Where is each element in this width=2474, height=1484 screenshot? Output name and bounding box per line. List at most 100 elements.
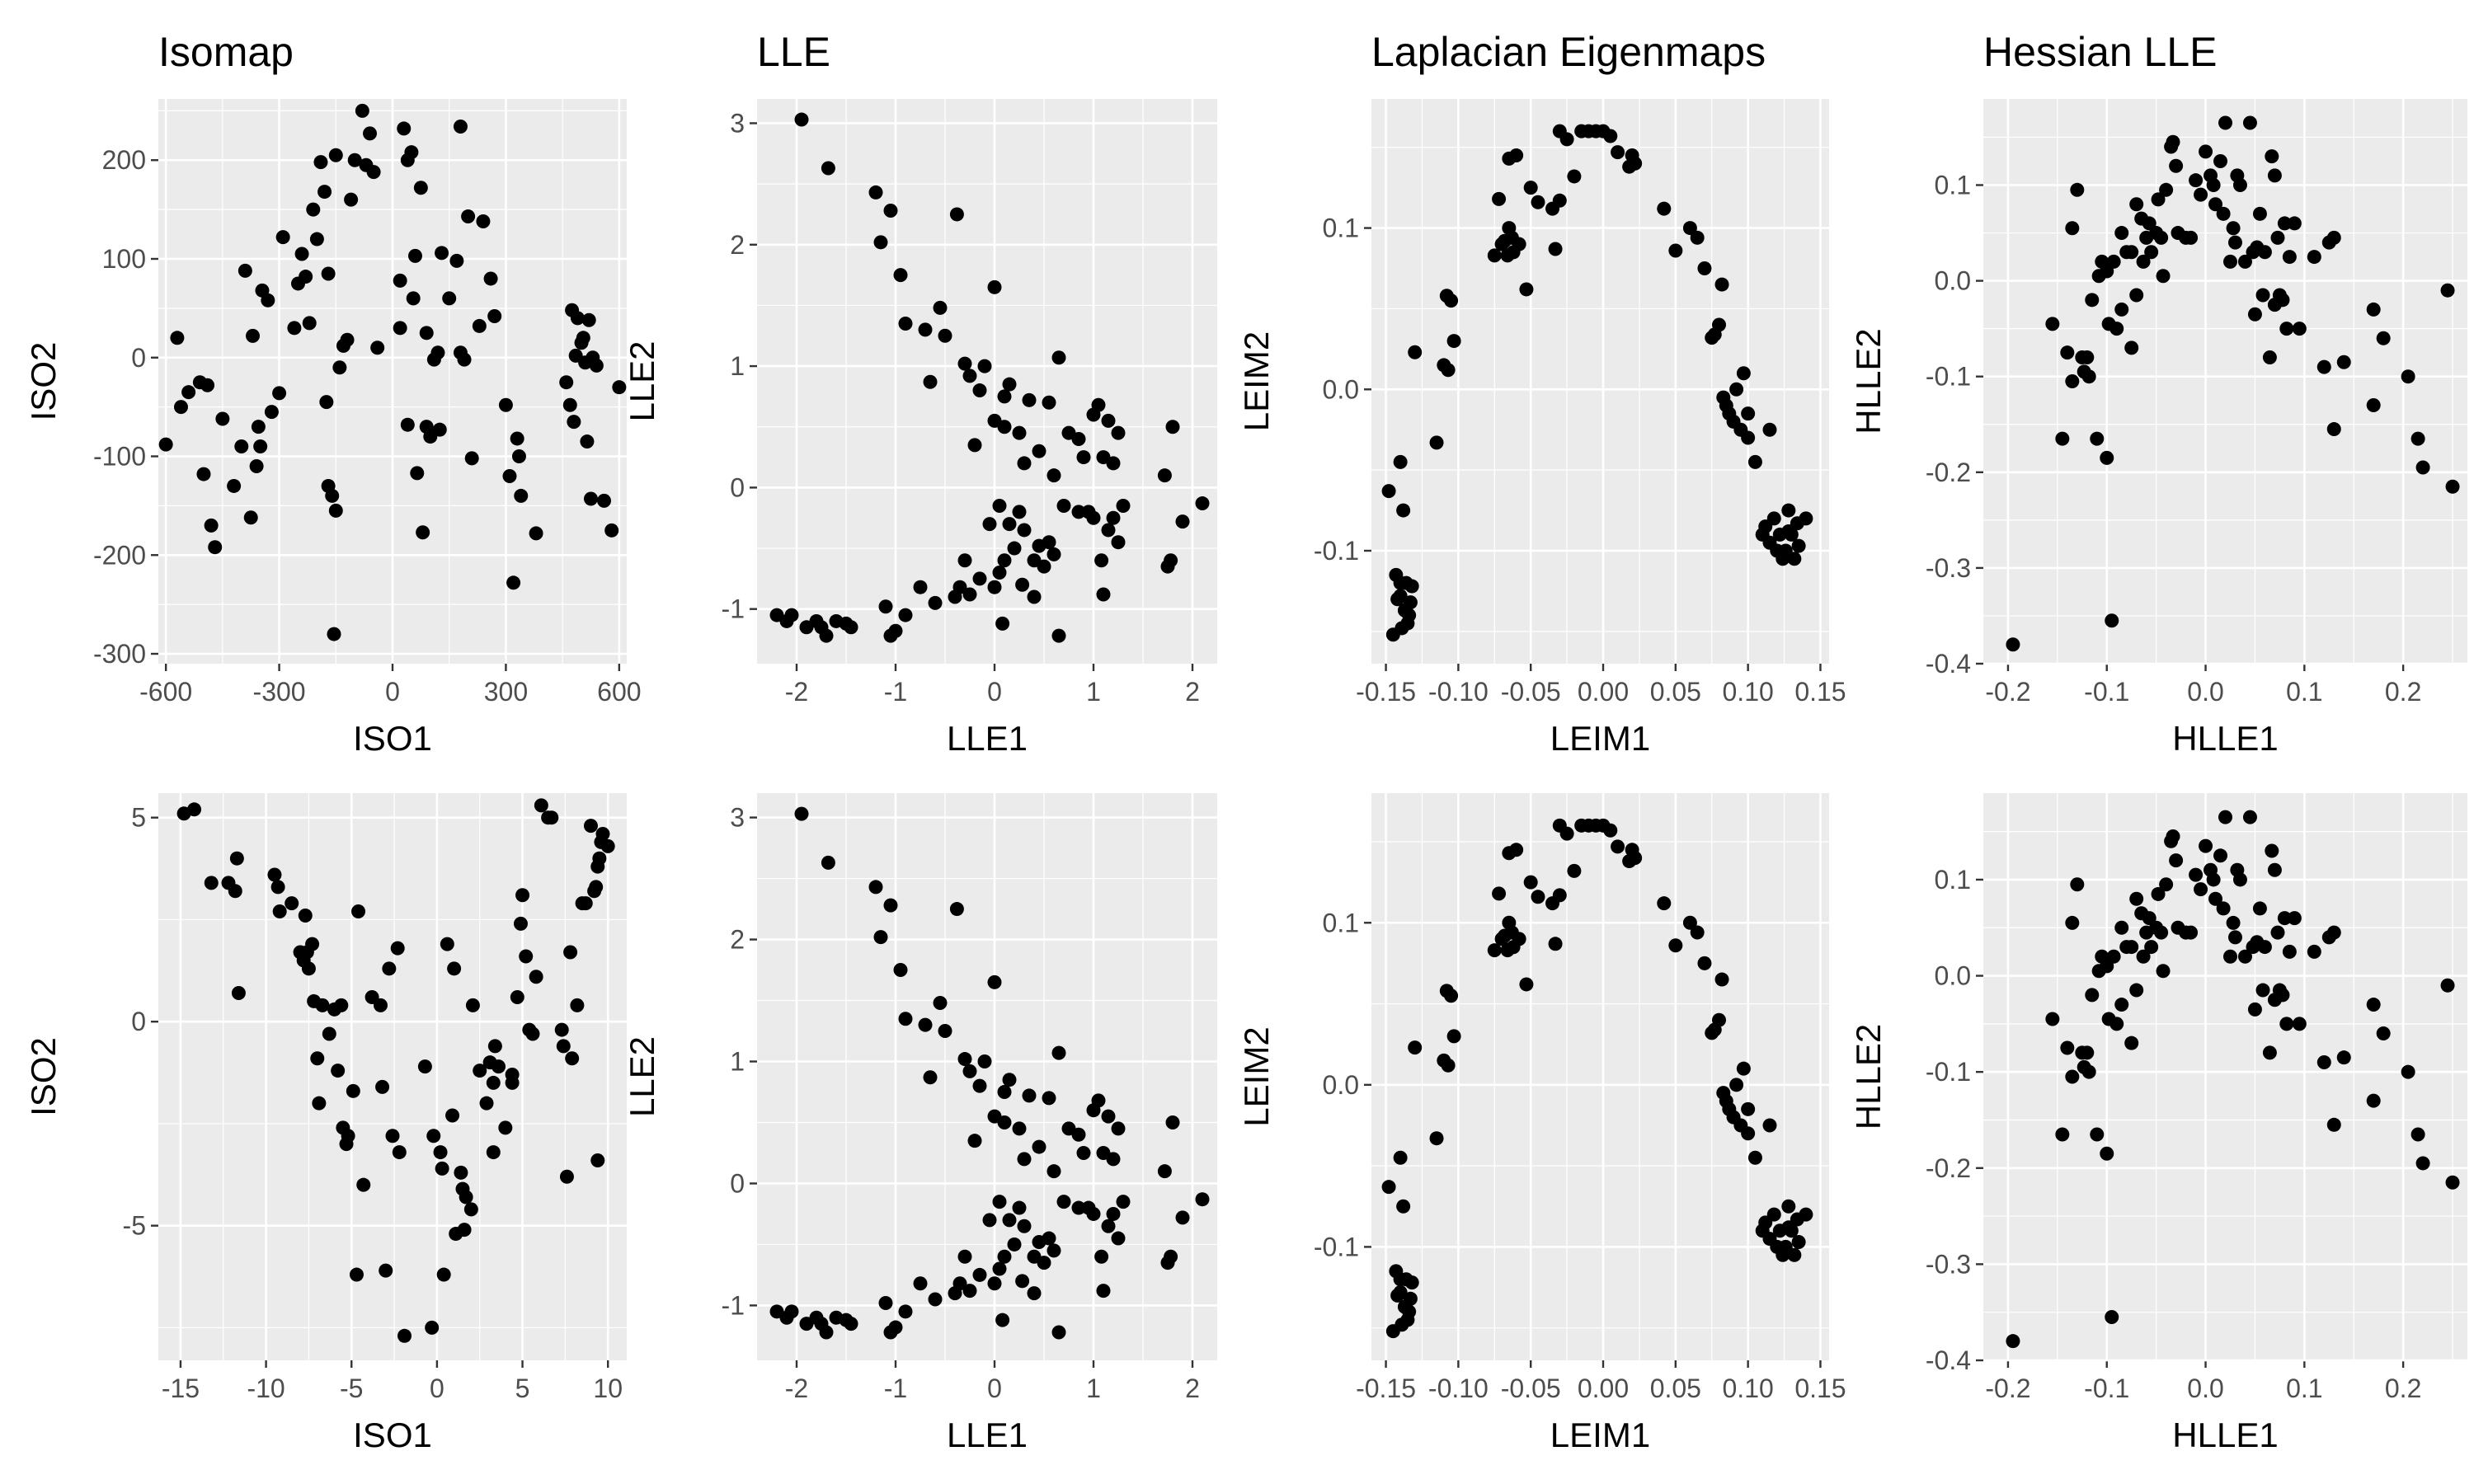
data-point — [294, 247, 309, 261]
data-point — [2105, 1310, 2119, 1325]
data-point — [2060, 345, 2075, 360]
data-point — [1762, 1118, 1777, 1133]
data-point — [1429, 1131, 1444, 1146]
data-point — [506, 575, 521, 590]
data-point — [923, 374, 938, 389]
data-point — [992, 1261, 1007, 1276]
data-point — [385, 1129, 400, 1144]
data-point — [2065, 915, 2080, 930]
data-point — [1766, 1207, 1781, 1222]
data-point — [578, 896, 593, 911]
data-point — [1051, 1325, 1066, 1340]
data-point — [949, 207, 964, 222]
data-point — [1012, 1200, 1027, 1215]
data-point — [1381, 1180, 1396, 1195]
y-axis-title: LEIM2 — [1237, 331, 1276, 431]
plot-background — [1983, 793, 2467, 1360]
data-point — [2237, 949, 2252, 964]
data-point — [454, 1165, 468, 1180]
data-point — [2105, 613, 2119, 628]
data-point — [1509, 843, 1524, 857]
data-point — [2270, 230, 2285, 245]
x-tick-label: -0.10 — [1428, 1374, 1489, 1403]
data-point — [302, 316, 317, 331]
data-point — [2257, 940, 2272, 955]
data-point — [2216, 901, 2231, 916]
x-tick-label: 0.1 — [2286, 677, 2322, 707]
y-axis-title: LLE2 — [623, 340, 661, 421]
data-point — [600, 838, 615, 853]
data-point — [2411, 431, 2425, 446]
data-point — [949, 902, 964, 917]
data-point — [957, 553, 972, 568]
data-point — [1027, 589, 1042, 604]
data-point — [992, 1195, 1007, 1209]
data-point — [370, 340, 385, 355]
data-point — [445, 1108, 460, 1123]
data-point — [1012, 505, 1027, 519]
data-point — [1714, 972, 1729, 987]
y-tick-label: -200 — [93, 540, 146, 570]
x-tick-label: 5 — [515, 1374, 530, 1403]
data-point — [2275, 293, 2290, 308]
y-tick-label: 0 — [730, 472, 745, 502]
data-point — [2208, 891, 2223, 906]
data-point — [459, 1190, 473, 1205]
data-point — [1157, 468, 1172, 483]
data-point — [997, 1115, 1012, 1129]
data-point — [583, 491, 598, 506]
data-point — [479, 1096, 494, 1111]
data-point — [1047, 1243, 1061, 1258]
data-point — [987, 279, 1002, 294]
data-point — [1523, 181, 1538, 195]
data-point — [952, 1276, 967, 1291]
y-tick-label: 5 — [131, 803, 146, 833]
y-tick-label: 200 — [102, 145, 146, 175]
data-point — [246, 328, 261, 343]
data-point — [2307, 944, 2321, 959]
data-point — [2156, 269, 2171, 284]
data-point — [972, 571, 987, 586]
data-point — [416, 525, 430, 540]
data-point — [1487, 248, 1502, 263]
data-point — [1042, 1091, 1056, 1106]
data-point — [977, 1054, 992, 1069]
data-point — [158, 437, 173, 452]
data-point — [2232, 177, 2247, 192]
x-tick-label: 10 — [593, 1374, 623, 1403]
data-point — [1668, 938, 1683, 953]
data-point — [449, 253, 464, 268]
data-point — [992, 498, 1007, 513]
data-point — [2275, 988, 2290, 1003]
x-axis-title: LEIM1 — [1550, 1416, 1650, 1454]
plot-background — [1371, 793, 1829, 1360]
x-tick-label: -0.1 — [2084, 677, 2129, 707]
data-point — [576, 331, 590, 345]
data-point — [2151, 886, 2166, 901]
y-axis-title: LLE2 — [623, 1036, 661, 1117]
data-point — [597, 493, 612, 508]
data-point — [893, 963, 908, 978]
data-point — [2114, 998, 2129, 1012]
scatter-panel-3: -0.15 -0.10 -0.05 0.00 0.05 0.10 0.15 -0.1 0.0 0.… — [1237, 29, 1846, 758]
data-point — [2247, 1002, 2262, 1017]
data-point — [1101, 1219, 1116, 1233]
y-tick-label: 0.1 — [1935, 865, 1971, 895]
data-point — [1799, 1207, 1813, 1222]
data-point — [898, 1012, 913, 1026]
data-point — [400, 417, 415, 432]
data-point — [317, 185, 332, 200]
data-point — [1559, 132, 1574, 147]
data-point — [1086, 1206, 1101, 1221]
data-point — [229, 851, 244, 866]
data-point — [1611, 145, 1625, 160]
data-point — [2267, 862, 2282, 877]
data-point — [1106, 510, 1121, 525]
data-point — [1548, 242, 1563, 256]
x-tick-label: -0.2 — [1985, 1374, 2030, 1403]
data-point — [1051, 350, 1066, 365]
data-point — [1071, 431, 1086, 446]
data-point — [918, 1017, 933, 1032]
data-point — [375, 1079, 390, 1094]
data-point — [2070, 182, 2085, 197]
